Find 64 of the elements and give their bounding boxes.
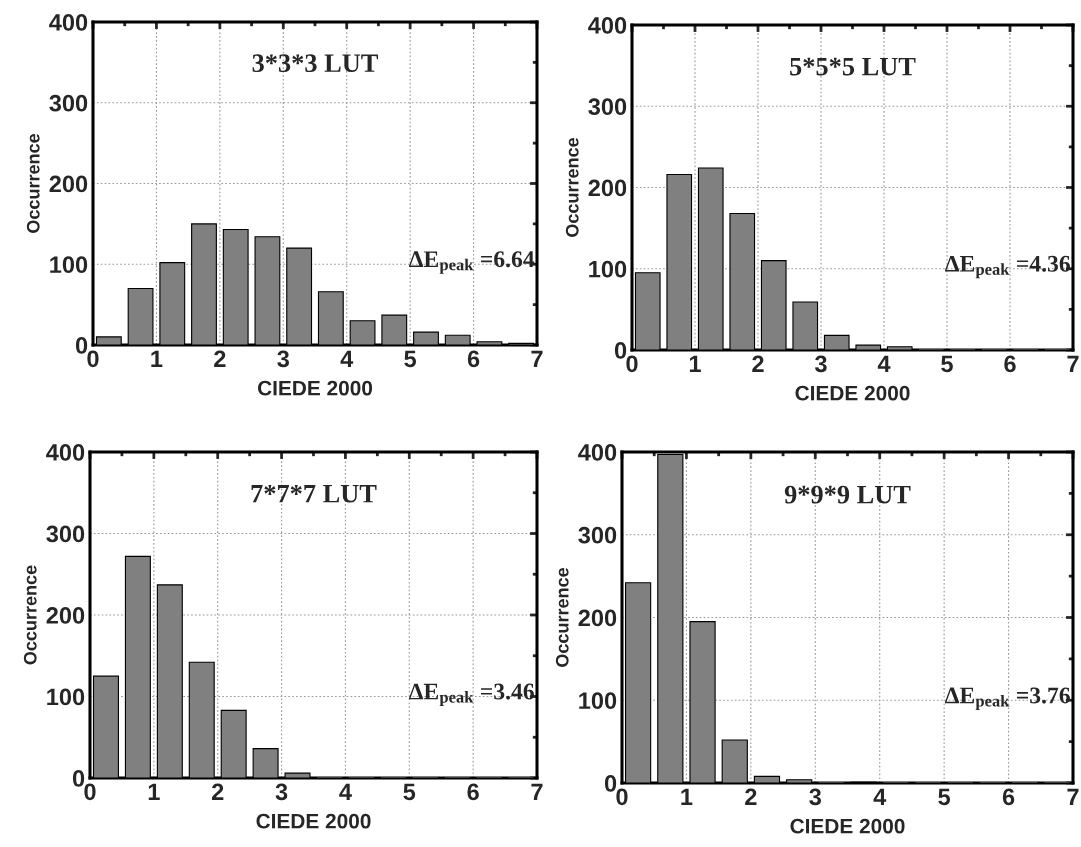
y-axis-title: Occurrence — [565, 137, 579, 237]
x-axis-title: CIEDE 2000 — [790, 818, 905, 834]
x-tick-label: 7 — [1067, 355, 1079, 372]
x-axis-title: CIEDE 2000 — [795, 385, 910, 401]
x-tick-label: 1 — [148, 783, 160, 800]
y-tick-label: 300 — [49, 94, 88, 112]
x-tick-label: 1 — [689, 355, 701, 372]
annotation: ΔE$_{peak}$ =6.64 — [409, 251, 535, 274]
x-tick-label: 4 — [873, 788, 887, 805]
y-tick-label: 100 — [589, 260, 627, 278]
y-tick-label: 400 — [49, 14, 88, 31]
y-axis-title: Occurrence — [555, 567, 569, 667]
x-tick-label: 4 — [340, 350, 354, 367]
y-tick-label: 300 — [578, 526, 617, 544]
x-tick-label: 2 — [752, 355, 764, 372]
y-tick-label: 200 — [588, 179, 627, 197]
x-tick-label: 4 — [877, 355, 891, 372]
x-tick-label: 2 — [211, 783, 224, 800]
y-tick-label: 100 — [579, 692, 617, 710]
y-tick-label: 400 — [46, 444, 85, 461]
x-tick-label: 6 — [1002, 788, 1015, 806]
x-tick-label: 0 — [87, 350, 99, 368]
y-tick-label: 400 — [578, 444, 617, 461]
x-tick-label: 0 — [626, 355, 638, 373]
y-tick-label: 200 — [49, 175, 88, 193]
x-axis-title: CIEDE 2000 — [256, 813, 371, 829]
x-tick-label: 7 — [531, 783, 543, 800]
y-tick-label: 100 — [50, 256, 88, 274]
x-tick-label: 7 — [531, 350, 543, 367]
x-tick-label: 6 — [1004, 355, 1016, 373]
x-tick-label: 5 — [941, 355, 953, 373]
x-tick-label: 2 — [745, 788, 757, 805]
x-tick-label: 4 — [339, 783, 352, 800]
annotation: ΔE$_{peak}$ =4.36 — [945, 255, 1070, 279]
y-tick-label: 0 — [75, 337, 88, 354]
text: 5*5*5 LUT — [790, 57, 916, 76]
x-axis-title: CIEDE 2000 — [257, 380, 373, 396]
x-tick-label: 3 — [809, 788, 821, 806]
y-axis-title: Occurrence — [26, 133, 40, 233]
x-tick-label: 3 — [275, 783, 288, 801]
x-tick-label: 2 — [214, 350, 226, 367]
y-tick-label: 400 — [588, 17, 627, 34]
text: 7*7*7 LUT — [251, 484, 377, 503]
y-tick-label: 0 — [72, 770, 85, 787]
y-tick-label: 300 — [588, 98, 627, 116]
y-tick-label: 200 — [46, 607, 85, 624]
x-tick-label: 6 — [467, 350, 480, 368]
y-tick-label: 300 — [46, 525, 85, 543]
x-tick-label: 5 — [404, 350, 417, 368]
x-tick-label: 1 — [151, 350, 163, 367]
annotation: ΔE$_{peak}$ =3.46 — [409, 683, 534, 707]
x-tick-label: 3 — [814, 355, 827, 373]
text: 3*3*3 LUT — [252, 54, 379, 73]
x-tick-label: 1 — [681, 788, 693, 805]
x-tick-label: 3 — [277, 350, 289, 368]
x-tick-label: 5 — [938, 788, 951, 806]
x-tick-label: 7 — [1067, 788, 1079, 805]
x-tick-label: 5 — [403, 783, 416, 801]
y-tick-label: 200 — [578, 609, 617, 627]
y-tick-label: 100 — [47, 688, 85, 706]
y-axis-title: Occurrence — [23, 565, 37, 665]
annotation: ΔE$_{peak}$ =3.76 — [944, 687, 1070, 710]
x-tick-label: 6 — [467, 783, 479, 801]
text: 9*9*9 LUT — [784, 485, 911, 504]
